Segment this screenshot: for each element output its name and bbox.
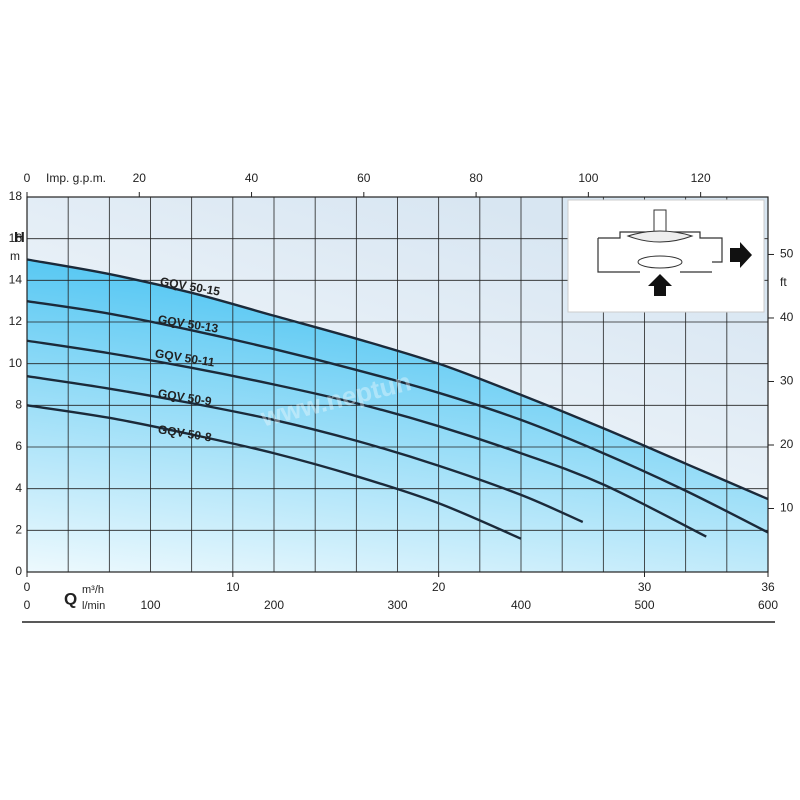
x-tick-label: 30 — [638, 580, 652, 594]
y2-tick-label: 10 — [780, 501, 794, 515]
x3-tick-label: 60 — [357, 171, 371, 185]
y-tick-label: 18 — [9, 189, 23, 203]
y-tick-label: 2 — [15, 523, 22, 537]
y-tick-label: 8 — [15, 398, 22, 412]
x2-tick-label: 500 — [634, 598, 654, 612]
x3-tick-label: 0 — [24, 171, 31, 185]
x3-axis-unit: Imp. g.p.m. — [46, 171, 106, 185]
y-tick-label: 16 — [9, 231, 23, 245]
x3-tick-label: 100 — [578, 171, 598, 185]
curve — [26, 258, 769, 501]
y-tick-label: 12 — [9, 314, 23, 328]
x-tick-label: 0 — [24, 580, 31, 594]
y-tick-label: 4 — [15, 481, 22, 495]
x2-tick-label: 600 — [758, 598, 778, 612]
y2-tick-label: 40 — [780, 310, 794, 324]
x-axis-unit: m³/h — [82, 584, 104, 596]
x-tick-label: 36 — [761, 580, 775, 594]
x2-tick-label: 0 — [24, 598, 31, 612]
y-axis-label: H — [14, 229, 25, 246]
y2-axis-unit: ft — [780, 275, 787, 289]
x3-tick-label: 40 — [245, 171, 259, 185]
y-tick-label: 0 — [15, 564, 22, 578]
x2-tick-label: 300 — [387, 598, 407, 612]
x-tick-label: 20 — [432, 580, 446, 594]
x2-tick-label: 200 — [264, 598, 284, 612]
x2-tick-label: 400 — [511, 598, 531, 612]
x2-axis-unit: l/min — [82, 600, 105, 612]
y-axis-unit: m — [10, 249, 20, 263]
curve — [26, 374, 584, 524]
pump-diagram — [567, 199, 765, 313]
x-tick-label: 10 — [226, 580, 240, 594]
x3-tick-label: 120 — [691, 171, 711, 185]
curve — [26, 339, 707, 538]
y-tick-label: 10 — [9, 356, 23, 370]
x3-tick-label: 20 — [133, 171, 147, 185]
y2-tick-label: 50 — [780, 247, 794, 261]
x3-tick-label: 80 — [469, 171, 483, 185]
curve — [26, 299, 769, 534]
x-axis-label: Q — [64, 589, 77, 608]
curve — [26, 404, 522, 540]
plot-frame — [26, 196, 769, 573]
y-tick-label: 14 — [9, 273, 23, 287]
y-tick-label: 6 — [15, 439, 22, 453]
y2-tick-label: 20 — [780, 437, 794, 451]
y2-tick-label: 30 — [780, 374, 794, 388]
x2-tick-label: 100 — [140, 598, 160, 612]
